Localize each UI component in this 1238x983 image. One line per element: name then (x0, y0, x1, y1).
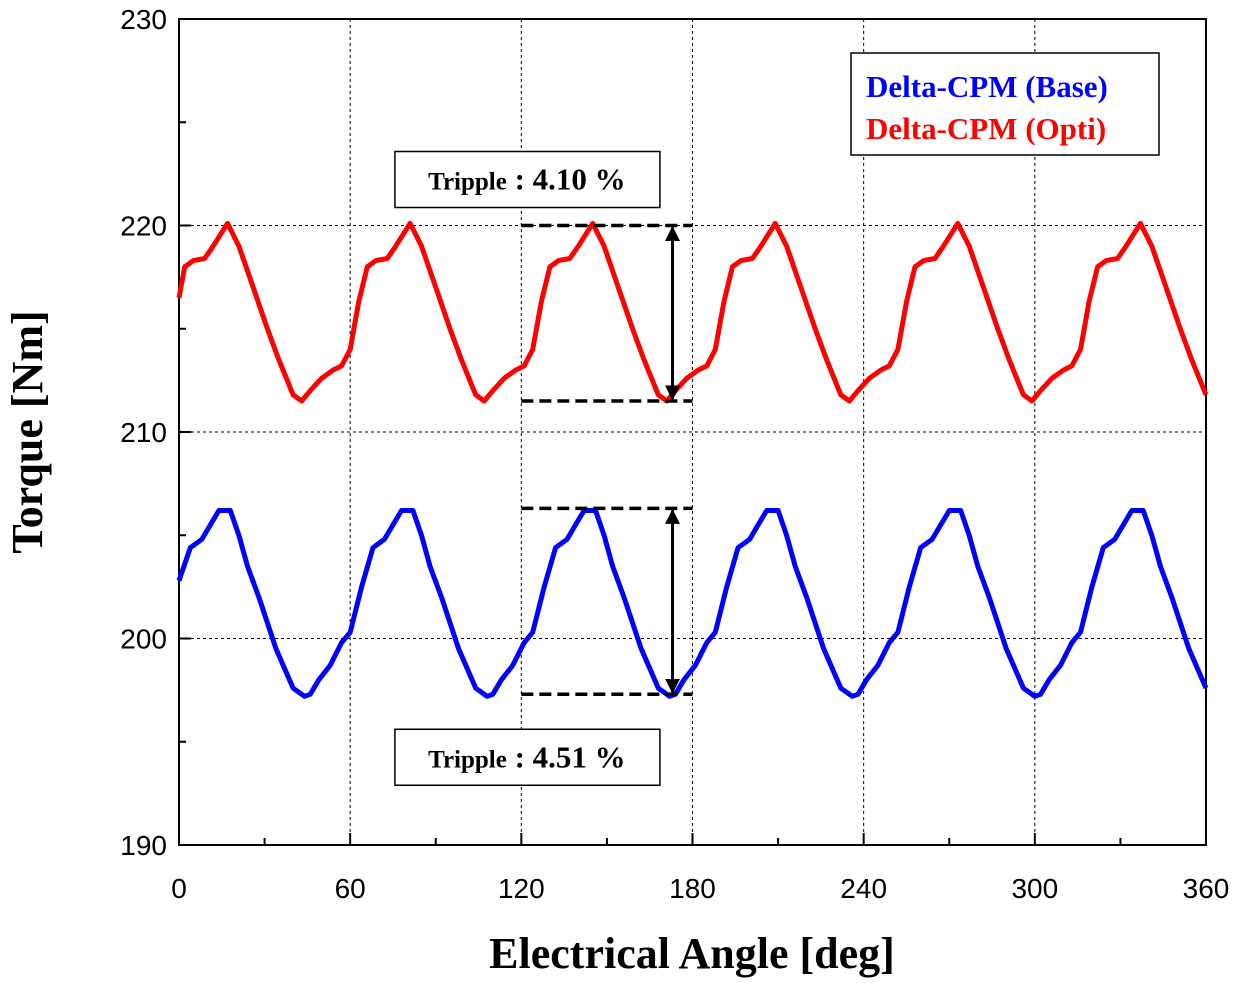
legend-box (850, 52, 1160, 156)
x-tick-label: 240 (840, 873, 887, 904)
y-tick-label: 220 (120, 211, 167, 242)
annotation-box (394, 150, 661, 209)
x-tick-label: 60 (335, 873, 366, 904)
x-tick-label: 360 (1183, 873, 1230, 904)
annotation-value: : 4.10 % (515, 162, 626, 197)
legend-label: Delta-CPM (Base) (866, 69, 1108, 104)
x-tick-label: 120 (498, 873, 545, 904)
annotation-prefix: Tripple (428, 169, 507, 196)
y-axis-title: Torque [Nm] (3, 310, 52, 553)
series-line (176, 220, 1209, 404)
y-tick-label: 210 (120, 417, 167, 448)
annotation-box (394, 728, 661, 787)
x-tick-label: 180 (669, 873, 716, 904)
annotation: Tripple : 4.51 % (428, 739, 626, 774)
annotation: Tripple : 4.10 % (428, 162, 626, 197)
series-line (176, 508, 1209, 699)
x-tick-label: 0 (171, 873, 187, 904)
annotation-value: : 4.51 % (515, 739, 626, 774)
x-axis-title: Electrical Angle [deg] (489, 929, 895, 978)
x-tick-label: 300 (1011, 873, 1058, 904)
y-tick-label: 230 (120, 4, 167, 35)
annotation-prefix: Tripple (428, 746, 507, 773)
y-tick-label: 200 (120, 624, 167, 655)
plot-frame (178, 18, 1207, 846)
legend-label: Delta-CPM (Opti) (866, 111, 1106, 146)
y-tick-label: 190 (120, 830, 167, 861)
